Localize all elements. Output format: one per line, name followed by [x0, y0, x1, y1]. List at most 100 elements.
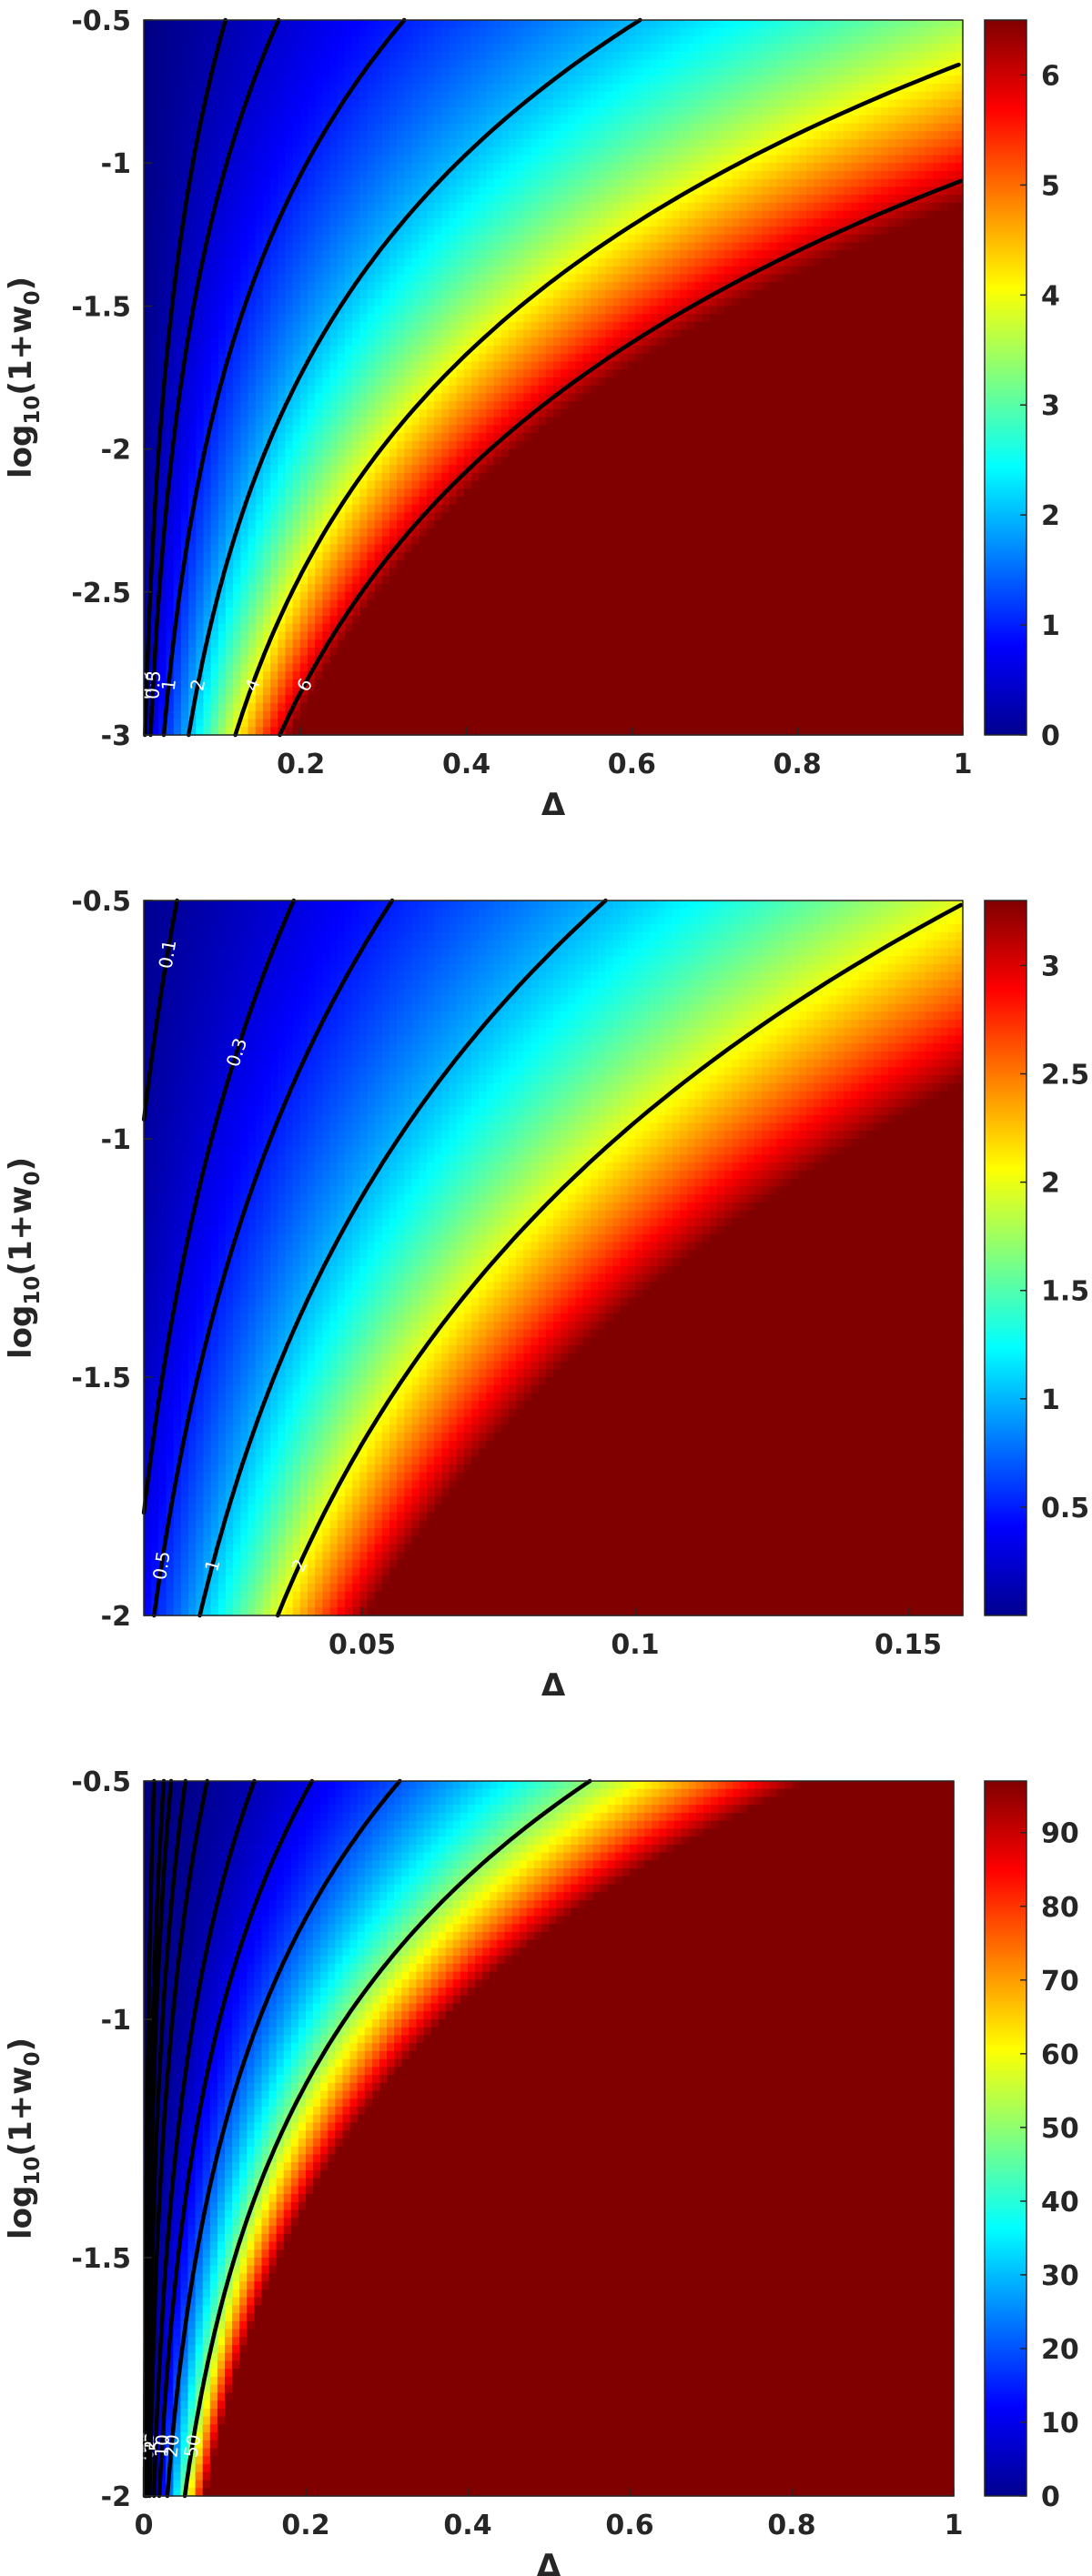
colorbar-frame [984, 19, 1027, 736]
y-axis: -2 -1.5 -1 -0.5 [71, 1766, 152, 2513]
contour-label: 1 [200, 1557, 224, 1575]
y-axis: -2 -1.5 -1 -0.5 [71, 886, 152, 1633]
contour-line [141, 898, 179, 1122]
colorbar-tick-label: 90 [1041, 1818, 1079, 1850]
plot-frame [143, 1780, 955, 2497]
y-axis-label-ylabel-main: log [3, 1305, 39, 1359]
x-tick-label: 0.8 [767, 2510, 815, 2541]
y-tick-label: -0.5 [71, 1766, 131, 1798]
contour-line [145, 1778, 188, 2499]
colorbar-frame [984, 900, 1027, 1616]
contour-line [151, 1778, 257, 2499]
y-tick-label: -1 [101, 2005, 131, 2037]
x-axis-label: Δ [541, 1667, 566, 1704]
colorbar-tick-label: 20 [1041, 2334, 1079, 2366]
colorbar-tick-label: 6 [1041, 60, 1060, 92]
x-tick-label: 0 [135, 2510, 154, 2541]
contour-label: 0.5 [148, 1549, 175, 1581]
y-axis-label-ylabel-sub: 10 [21, 1276, 45, 1305]
contour-panel-top: 0.30.51 2 4 6 0.2 0.4 0.6 0.8 1 -3 -2.5 -2 -1.5 -1 -0.… [3, 5, 1060, 823]
colorbar-tick-label: 2 [1041, 1168, 1060, 1200]
y-axis-label-ylabel-rest: (1+w [3, 306, 39, 396]
contour-line [275, 902, 964, 1618]
y-axis-label-ylabel-end: ) [3, 1157, 39, 1172]
x-axis-label: Δ [541, 787, 566, 823]
contour-label: 0.5 [141, 669, 165, 699]
contour-line [141, 898, 297, 1515]
colorbar-tick-label: 0.5 [1041, 1493, 1089, 1524]
contour-line [147, 1778, 209, 2499]
y-axis-label-ylabel-sub2: 0 [21, 2052, 45, 2067]
y-tick-label: -1.5 [71, 1363, 131, 1394]
y-tick-label: -2 [101, 1601, 131, 1633]
contour-label: 20 [159, 2433, 183, 2459]
y-axis-label: log10(1+w0) [3, 1157, 45, 1359]
colorbar-tick-label: 2 [1041, 500, 1060, 532]
heatmap-field [144, 1781, 955, 2497]
y-axis-label: log10(1+w0) [3, 2038, 45, 2239]
y-axis-label-ylabel-sub: 10 [21, 2157, 45, 2186]
x-axis: 0.05 0.1 0.15 [329, 1607, 942, 1661]
contour-line [165, 1778, 402, 2499]
y-tick-label: -3 [101, 720, 131, 752]
x-tick-label: 1 [954, 749, 973, 780]
y-axis-label-ylabel-sub2: 0 [21, 1172, 45, 1186]
colorbar-tick-label: 0 [1041, 720, 1060, 752]
x-tick-label: 0.1 [611, 1629, 659, 1661]
colorbar-tick-label: 80 [1041, 1892, 1079, 1924]
x-axis: 0.2 0.4 0.6 0.8 1 [277, 727, 972, 780]
contour-line [182, 1778, 592, 2499]
contour-line [197, 898, 608, 1618]
x-tick-label: 0.05 [329, 1629, 396, 1661]
x-tick-label: 0.4 [442, 749, 490, 780]
contour-label: 1 [157, 678, 180, 691]
contour-line [143, 17, 228, 738]
y-axis-label-ylabel-rest: (1+w [3, 2067, 39, 2157]
contour-line [148, 17, 281, 738]
x-tick-label: 0.6 [608, 749, 656, 780]
colorbar-tick-label: 40 [1041, 2187, 1079, 2219]
y-axis: -3 -2.5 -2 -1.5 -1 -0.5 [71, 5, 152, 752]
y-tick-label: -2 [101, 2481, 131, 2513]
contour-panel-middle: 0.10.30.5 1 20.05 0.1 0.15-2-1.5-1-0.5Δlog10… [3, 886, 1089, 1704]
y-axis-label: log10(1+w0) [3, 277, 45, 478]
heatmap-field [144, 901, 964, 1616]
colorbar-frame [984, 1780, 1027, 2497]
colorbar-tick-label: 4 [1041, 280, 1060, 312]
colorbar-gradient [985, 901, 1026, 1615]
colorbar-gradient [985, 20, 1026, 735]
colorbar: 0 10 20 30 40 50 60 70 80 90 [984, 1780, 1079, 2513]
y-axis-label-ylabel-rest: (1+w [3, 1186, 39, 1276]
y-axis-label-ylabel-end: ) [3, 277, 39, 291]
colorbar-tick-label: 10 [1041, 2408, 1079, 2440]
y-axis-label-ylabel-sub: 10 [21, 396, 45, 425]
contour-line [157, 1778, 315, 2499]
colorbar-tick-label: 50 [1041, 2113, 1079, 2145]
x-axis-label: Δ [537, 2548, 561, 2576]
contour-line [187, 17, 642, 738]
colorbar-tick-label: 1.5 [1041, 1276, 1089, 1308]
y-tick-label: -2 [101, 435, 131, 467]
heatmap-field [144, 20, 964, 736]
contour-line [233, 62, 961, 738]
y-tick-label: -2.5 [71, 578, 131, 609]
colorbar-tick-label: 60 [1041, 2039, 1079, 2071]
colorbar-tick-label: 70 [1041, 1966, 1079, 1997]
contour-label: 50 [179, 2433, 205, 2460]
y-tick-label: -0.5 [71, 886, 131, 918]
contour-line [278, 178, 964, 738]
contour-line [161, 17, 407, 738]
plot-frame [143, 19, 964, 736]
y-axis-label-ylabel-end: ) [3, 2038, 39, 2052]
colorbar-tick-label: 1 [1041, 610, 1060, 642]
colorbar-tick-label: 30 [1041, 2260, 1079, 2292]
contour-label: 2 [186, 677, 209, 692]
colorbar-tick-label: 2.5 [1041, 1060, 1089, 1092]
x-tick-label: 0.2 [277, 749, 325, 780]
y-tick-label: -0.5 [71, 5, 131, 37]
colorbar: 0.5 1 1.5 2 2.5 3 [984, 900, 1089, 1616]
y-axis-label-ylabel-main: log [3, 2186, 39, 2239]
